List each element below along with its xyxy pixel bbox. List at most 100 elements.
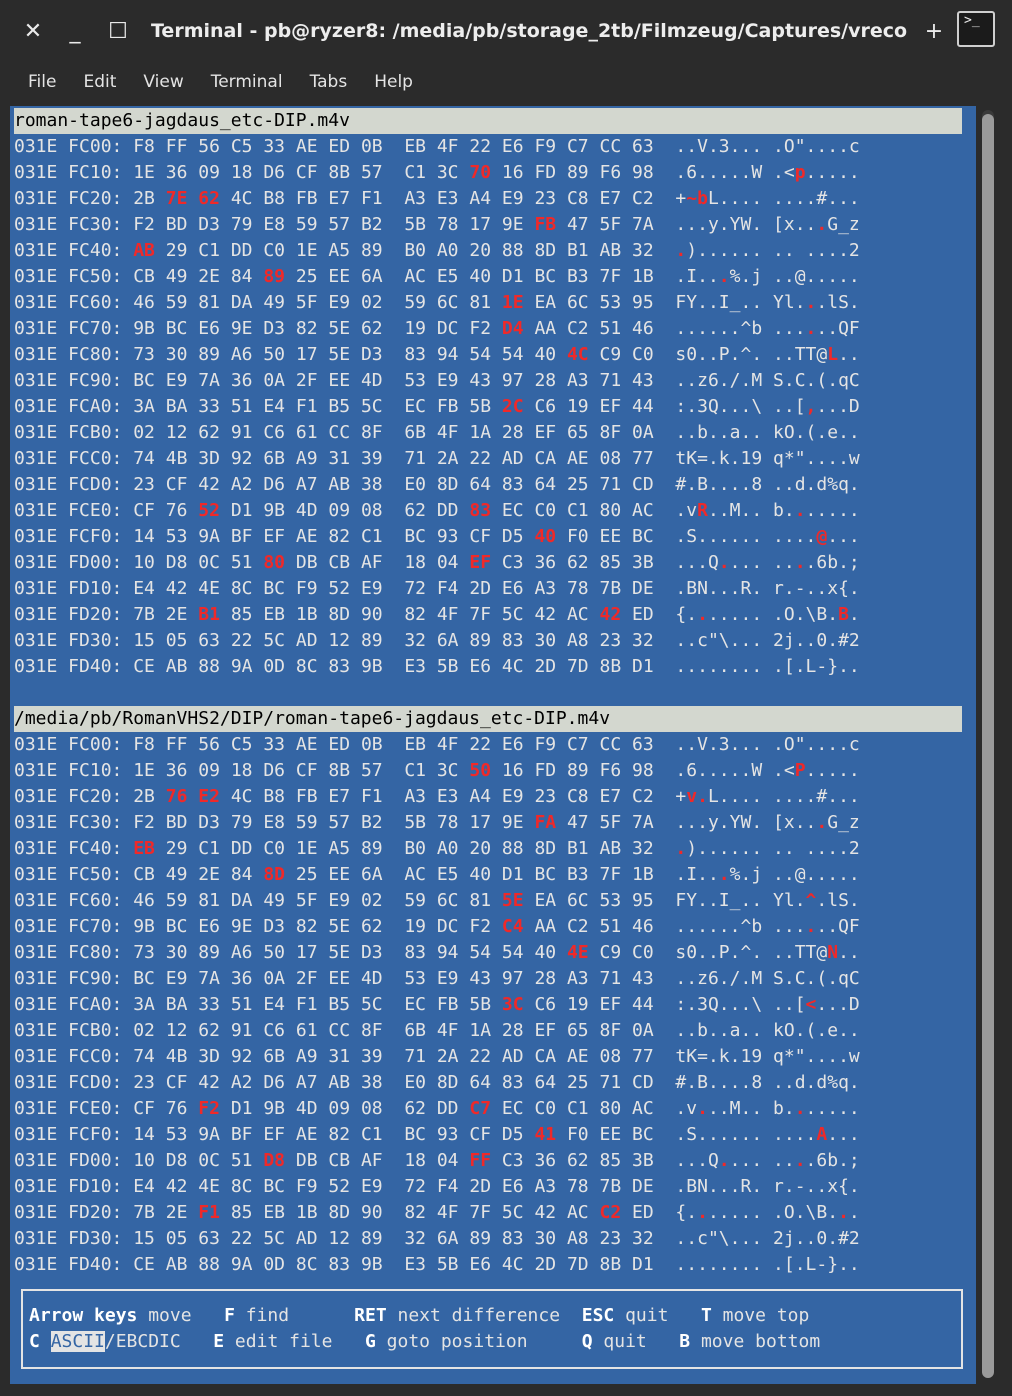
hex-byte: 18	[404, 1150, 426, 1171]
ascii-column: ....#...	[773, 786, 860, 807]
hex-row: 031E FCF0: 14 53 9A BF EF AE 82 C1 BC 93…	[14, 524, 860, 550]
hex-byte: DB	[295, 552, 318, 573]
hex-byte: 81	[469, 890, 492, 911]
scrollbar[interactable]	[982, 110, 994, 1378]
hex-byte: 94	[436, 942, 459, 963]
hex-byte: 65	[566, 1020, 589, 1041]
hex-byte: BC	[133, 370, 155, 391]
hex-byte: 78	[436, 214, 459, 235]
hex-byte: 4D	[360, 370, 383, 391]
hex-row: 031E FCE0: CF 76 52 D1 9B 4D 09 08 62 DD…	[14, 498, 860, 524]
hex-byte: 15	[133, 630, 155, 651]
hex-byte: D1	[501, 864, 524, 885]
menu-tabs[interactable]: Tabs	[309, 72, 348, 92]
hex-byte: 90	[360, 1202, 383, 1223]
hex-byte: E5	[436, 864, 459, 885]
hex-byte: 89	[469, 630, 492, 651]
menu-edit[interactable]: Edit	[83, 72, 117, 92]
hex-byte: 2E	[198, 864, 220, 885]
hex-byte: C6	[534, 396, 557, 417]
hex-byte: 9B	[360, 1254, 383, 1275]
ascii-column: {.......	[675, 604, 763, 625]
hex-address: 031E FC70:	[14, 916, 123, 937]
hex-address: 031E FC50:	[14, 266, 123, 287]
hex-byte: 54	[501, 942, 524, 963]
minimize-icon[interactable]: _	[69, 18, 81, 44]
hex-byte: AE	[295, 136, 318, 157]
hex-byte: F0	[566, 526, 589, 547]
hex-byte: EC	[501, 1098, 524, 1119]
ascii-column: ....#...	[773, 188, 860, 209]
hex-byte: 52	[328, 578, 351, 599]
menu-terminal[interactable]: Terminal	[210, 72, 283, 92]
hex-address: 031E FC40:	[14, 838, 123, 859]
hex-byte: D6	[263, 162, 286, 183]
hex-byte: 0B	[360, 734, 383, 755]
hex-byte: 40	[469, 864, 492, 885]
hex-byte: CD	[632, 474, 654, 495]
hex-byte: BC	[165, 318, 188, 339]
hex-byte: 6B	[263, 1046, 286, 1067]
hex-address: 031E FCD0:	[14, 474, 123, 495]
ascii-column: #.B....8	[675, 474, 763, 495]
help-desc: find	[234, 1305, 355, 1326]
hex-byte: 6B	[263, 448, 286, 469]
hex-byte: 4C	[230, 188, 253, 209]
hex-byte: 31	[328, 1046, 351, 1067]
help-desc: next difference	[386, 1305, 582, 1326]
help-key: Arrow keys	[29, 1305, 138, 1326]
hex-byte: 9A	[230, 1254, 253, 1275]
hex-byte: A4	[469, 188, 492, 209]
hex-byte: 42	[165, 578, 188, 599]
hex-byte: C9	[599, 344, 622, 365]
help-desc: quit	[592, 1331, 680, 1352]
hex-byte: 78	[566, 1176, 589, 1197]
hex-byte: 70	[469, 162, 492, 183]
hex-row: 031E FCA0: 3A BA 33 51 E4 F1 B5 5C EC FB…	[14, 394, 860, 420]
hex-byte: 25	[295, 864, 318, 885]
hex-row: 031E FC50: CB 49 2E 84 89 25 EE 6A AC E5…	[14, 264, 860, 290]
hex-byte: 51	[230, 552, 253, 573]
hex-byte: EB	[263, 1202, 286, 1223]
maximize-icon[interactable]: ☐	[108, 18, 128, 44]
menu-view[interactable]: View	[143, 72, 184, 92]
ascii-column: .. ....2	[773, 838, 860, 859]
scrollbar-thumb[interactable]	[982, 114, 994, 1378]
hex-byte: DE	[632, 1176, 654, 1197]
ascii-column: .)......	[675, 838, 763, 859]
close-icon[interactable]: ✕	[23, 18, 43, 44]
hex-address: 031E FC80:	[14, 942, 123, 963]
ascii-column: .<P.....	[773, 760, 860, 781]
hex-byte: 22	[469, 136, 492, 157]
menu-help[interactable]: Help	[374, 72, 413, 92]
hex-byte: 49	[263, 890, 286, 911]
help-line-1: Arrow keys move F find RET next differen…	[29, 1303, 809, 1329]
new-tab-icon[interactable]: +	[924, 18, 944, 44]
hex-byte: 29	[165, 240, 188, 261]
hex-byte: 3C	[436, 760, 459, 781]
window-titlebar: ✕ _ ☐ Terminal - pb@ryzer8: /media/pb/st…	[0, 0, 1012, 62]
hex-byte: D1	[230, 500, 253, 521]
ascii-column: .O.\B.B.	[773, 604, 860, 625]
terminal-area[interactable]: roman-tape6-jagdaus_etc-DIP.m4v 031E FC00…	[10, 106, 976, 1384]
hex-byte: 22	[469, 448, 492, 469]
hex-byte: 8F	[360, 1020, 383, 1041]
help-key: RET	[354, 1305, 387, 1326]
hex-byte: 08	[599, 448, 622, 469]
hex-byte: 30	[534, 630, 557, 651]
hex-byte: 63	[198, 630, 220, 651]
hex-byte: E7	[599, 188, 622, 209]
hex-byte: 7E	[165, 188, 188, 209]
hex-byte: FA	[534, 812, 557, 833]
hex-row: 031E FCB0: 02 12 62 91 C6 61 CC 8F 6B 4F…	[14, 1018, 860, 1044]
menu-file[interactable]: File	[28, 72, 57, 92]
hex-byte: 62	[404, 500, 426, 521]
help-box: Arrow keys move F find RET next differen…	[21, 1289, 963, 1369]
hex-byte: F2	[133, 812, 155, 833]
hex-byte: A3	[566, 370, 589, 391]
hex-byte: 32	[632, 240, 654, 261]
hex-row: 031E FD20: 7B 2E F1 85 EB 1B 8D 90 82 4F…	[14, 1200, 860, 1226]
hex-byte: 23	[133, 474, 155, 495]
hex-byte: DD	[436, 500, 459, 521]
hex-byte: 12	[328, 630, 351, 651]
